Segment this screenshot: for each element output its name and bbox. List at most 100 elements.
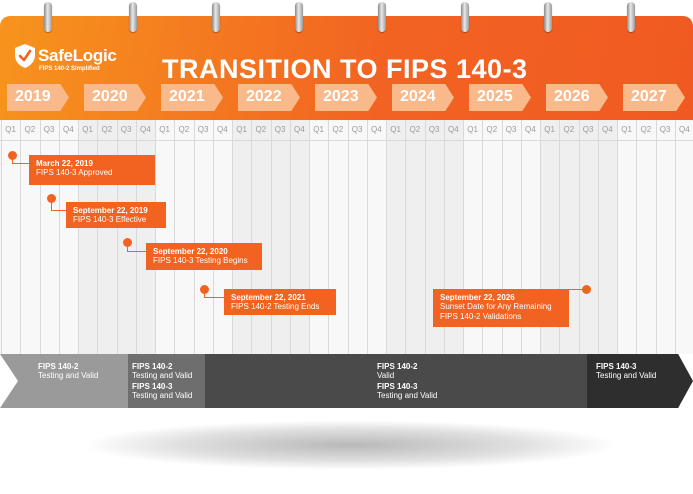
quarter-label: Q2: [563, 125, 575, 134]
quarter-label: Q3: [505, 125, 517, 134]
quarter-label: Q4: [371, 125, 382, 134]
phase-bar: FIPS 140-2 Testing and Valid: [0, 354, 128, 408]
phase-status: Testing and Valid: [38, 371, 99, 380]
binder-ring: [129, 2, 137, 32]
grid-line: [39, 120, 41, 354]
quarter-label: Q3: [428, 125, 440, 134]
grid-line: [520, 120, 522, 354]
quarter-label: Q1: [467, 125, 478, 134]
drop-shadow: [80, 420, 620, 470]
quarter-label: Q3: [582, 125, 594, 134]
phase-status: Testing and Valid: [596, 371, 657, 380]
grid-line: [655, 120, 657, 354]
quarter-label: Q1: [159, 125, 170, 134]
grid-line: [97, 120, 99, 354]
year-label: 2021: [161, 84, 223, 111]
phase-status: Testing and Valid: [132, 371, 193, 380]
milestone-text: FIPS 140-3 Approved: [36, 168, 113, 177]
quarter-label: Q1: [544, 125, 555, 134]
grid-line: [386, 120, 387, 354]
year-text: 2019: [15, 88, 51, 105]
quarter-label: Q1: [236, 125, 247, 134]
milestone-text: FIPS 140-3 Effective: [73, 215, 147, 224]
milestone-date: March 22, 2019: [36, 159, 93, 168]
binder-ring: [212, 2, 220, 32]
phase-bar: FIPS 140-2 Testing and Valid FIPS 140-3 Tes…: [128, 354, 205, 408]
milestone-callout: September 22, 2021 FIPS 140-2 Testing End…: [224, 289, 336, 315]
phase-status: Testing and Valid: [132, 391, 193, 400]
grid-line: [674, 120, 676, 354]
binder-ring: [544, 2, 552, 32]
quarter-label: Q2: [255, 125, 267, 134]
grid-line: [174, 120, 176, 354]
grid-line: [58, 120, 60, 354]
quarter-label: Q3: [274, 125, 286, 134]
grid-line: [309, 120, 310, 354]
grid-line: [501, 120, 503, 354]
grid-line: [212, 120, 214, 354]
milestone-text: Sunset Date for Any Remaining FIPS 140-2…: [440, 302, 552, 321]
quarter-label: Q4: [140, 125, 151, 134]
quarter-label: Q2: [409, 125, 421, 134]
year-text: 2027: [631, 88, 667, 105]
year-label: 2022: [238, 84, 300, 111]
quarter-label: Q2: [24, 125, 36, 134]
binder-ring: [461, 2, 469, 32]
grid-line: [366, 120, 368, 354]
phase-standard: FIPS 140-3: [377, 382, 418, 391]
quarter-label: Q1: [82, 125, 93, 134]
year-text: 2021: [169, 88, 205, 105]
grid-line: [443, 120, 445, 354]
milestone-connector: [569, 289, 586, 290]
year-text: 2026: [554, 88, 590, 105]
milestone-connector: [204, 297, 224, 298]
phase-status: Valid: [377, 371, 395, 380]
milestone-connector: [51, 210, 66, 211]
milestone-callout: March 22, 2019 FIPS 140-3 Approved: [29, 155, 155, 185]
milestone-connector: [51, 198, 52, 210]
grid-line: [289, 120, 291, 354]
milestone-date: September 22, 2026: [440, 293, 515, 302]
year-text: 2022: [246, 88, 282, 105]
grid-line: [251, 120, 253, 354]
year-text: 2024: [400, 88, 436, 105]
binder-ring: [378, 2, 386, 32]
grid-line: [135, 120, 137, 354]
milestone-connector: [12, 163, 29, 164]
quarter-label: Q4: [217, 125, 228, 134]
quarter-label: Q2: [178, 125, 190, 134]
phase-standard: FIPS 140-2: [38, 362, 79, 371]
quarter-label: Q4: [525, 125, 536, 134]
grid-line: [193, 120, 195, 354]
grid-line: [347, 120, 349, 354]
quarter-label: Q3: [351, 125, 363, 134]
brand-name: SafeLogic: [38, 46, 117, 65]
milestone-callout: September 22, 2019 FIPS 140-3 Effective: [66, 202, 166, 228]
quarter-label: Q4: [294, 125, 305, 134]
quarter-label: Q4: [602, 125, 613, 134]
year-text: 2025: [477, 88, 513, 105]
quarter-label: Q4: [63, 125, 74, 134]
grid-line: [1, 120, 2, 354]
quarter-label: Q4: [679, 125, 690, 134]
year-label: 2024: [392, 84, 454, 111]
milestone-date: September 22, 2021: [231, 293, 306, 302]
grid-line: [482, 120, 484, 354]
grid-line: [405, 120, 407, 354]
year-text: 2020: [92, 88, 128, 105]
grid-line: [559, 120, 561, 354]
binder-ring: [295, 2, 303, 32]
milestone-text: FIPS 140-3 Testing Begins: [153, 256, 248, 265]
grid-line: [155, 120, 156, 354]
year-text: 2023: [323, 88, 359, 105]
grid-line: [116, 120, 118, 354]
milestone-dot: [582, 285, 591, 294]
grid-line: [78, 120, 79, 354]
quarter-label: Q1: [390, 125, 401, 134]
grid-line: [20, 120, 22, 354]
phase-bar: FIPS 140-2 Valid FIPS 140-3 Testing and Val…: [205, 354, 587, 408]
quarter-label: Q4: [448, 125, 459, 134]
grid-line: [270, 120, 272, 354]
grid-line: [424, 120, 426, 354]
